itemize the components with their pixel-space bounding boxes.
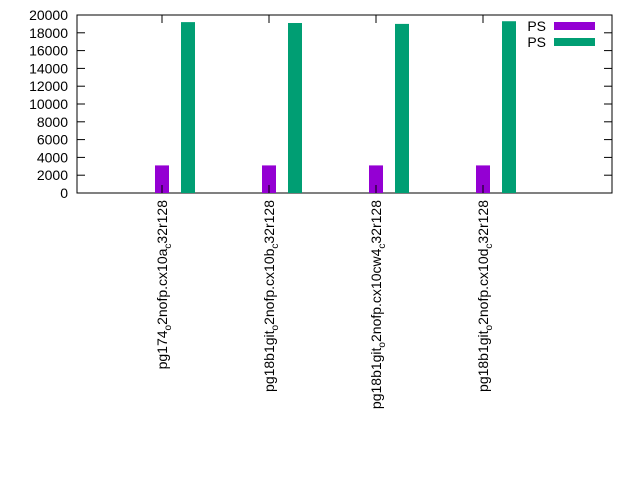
y-tick-label: 6000 (37, 132, 68, 148)
x-category-label: pg174o2nofp.cx10ac32r128 (154, 200, 174, 370)
y-tick-label: 20000 (29, 7, 68, 23)
y-tick-label: 12000 (29, 78, 68, 94)
y-tick-label: 18000 (29, 25, 68, 41)
y-tick-label: 8000 (37, 114, 68, 130)
x-category-label: pg18b1gito2nofp.cx10cw4c32r128 (368, 200, 388, 409)
legend-swatch (554, 38, 595, 46)
y-tick-label: 14000 (29, 60, 68, 76)
y-tick-label: 10000 (29, 96, 68, 112)
bar-series-2 (502, 21, 516, 194)
y-tick-label: 0 (60, 185, 68, 201)
x-category-label: pg18b1gito2nofp.cx10dc32r128 (475, 200, 495, 392)
legend-label: PS (527, 34, 546, 50)
x-axis-category-labels: pg174o2nofp.cx10ac32r128 pg18b1gito2nofp.… (154, 15, 495, 409)
bar-series-1 (476, 165, 490, 193)
bar-series-1 (262, 165, 276, 193)
bar-series-1 (155, 165, 169, 193)
bar-series-2 (288, 23, 302, 194)
bars (155, 21, 516, 194)
bar-series-1 (369, 165, 383, 193)
x-category-label: pg18b1gito2nofp.cx10bc32r128 (261, 200, 281, 392)
y-tick-label: 2000 (37, 167, 68, 183)
y-tick-label: 16000 (29, 43, 68, 59)
bar-series-2 (181, 22, 195, 194)
legend-label: PS (527, 18, 546, 34)
y-tick-label: 4000 (37, 149, 68, 165)
bar-series-2 (395, 23, 409, 194)
legend-swatch (554, 22, 595, 30)
